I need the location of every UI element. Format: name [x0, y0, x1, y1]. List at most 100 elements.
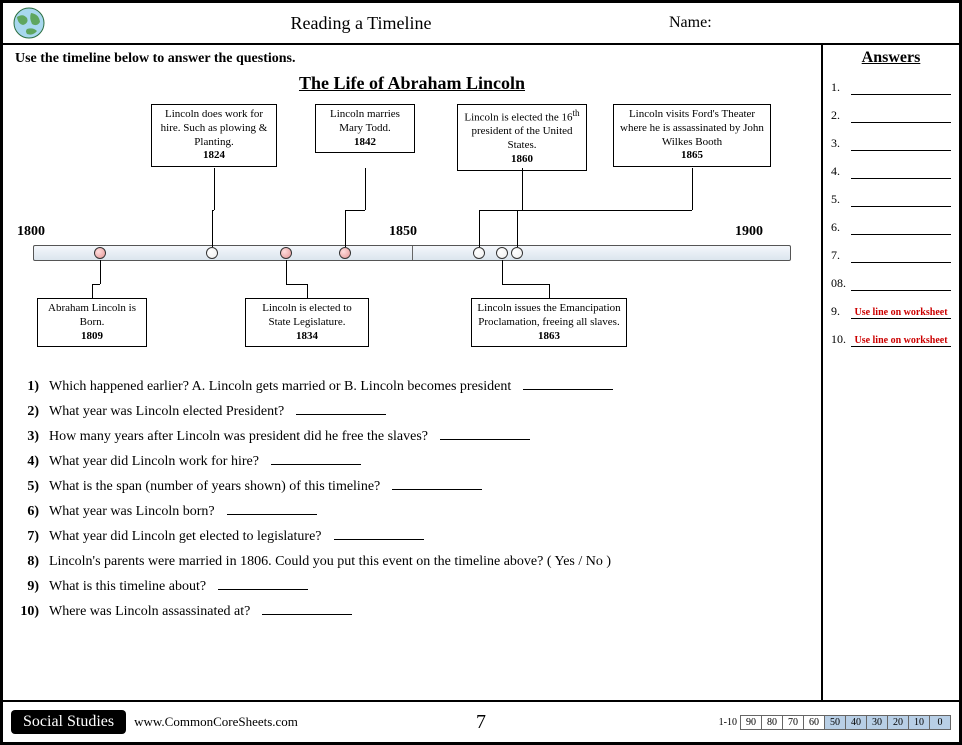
timeline-dot	[94, 247, 106, 259]
question-number: 3)	[15, 429, 49, 445]
questions-list: 1)Which happened earlier? A. Lincoln get…	[15, 379, 809, 620]
timeline-dot	[206, 247, 218, 259]
answer-blank[interactable]	[296, 414, 386, 415]
event-box: Lincoln is elected to State Legislature.…	[245, 298, 369, 347]
question-row: 9)What is this timeline about?	[15, 579, 809, 595]
answers-column: Answers 1.2.3.4.5.6.7.08.9.Use line on w…	[821, 45, 959, 700]
timeline-diagram: 180018501900Lincoln does work for hire. …	[15, 100, 809, 370]
answer-blank[interactable]	[440, 439, 530, 440]
question-number: 4)	[15, 454, 49, 470]
question-text: What year did Lincoln work for hire?	[49, 454, 809, 470]
answer-blank[interactable]	[262, 614, 352, 615]
question-number: 10)	[15, 604, 49, 620]
score-cell: 30	[866, 715, 888, 730]
instruction-text: Use the timeline below to answer the que…	[15, 51, 809, 67]
score-cell: 20	[887, 715, 909, 730]
question-row: 3)How many years after Lincoln was presi…	[15, 429, 809, 445]
question-number: 8)	[15, 554, 49, 570]
axis-label: 1800	[17, 224, 45, 240]
question-text: What year was Lincoln born?	[49, 504, 809, 520]
question-text: What is the span (number of years shown)…	[49, 479, 809, 495]
event-box: Abraham Lincoln is Born.1809	[37, 298, 147, 347]
answer-row: 08.	[831, 276, 951, 291]
question-row: 2)What year was Lincoln elected Presiden…	[15, 404, 809, 420]
answer-line[interactable]	[851, 249, 951, 263]
timeline-dot	[339, 247, 351, 259]
answer-blank[interactable]	[392, 489, 482, 490]
answer-number: 10.	[831, 332, 851, 347]
timeline-bar	[33, 245, 791, 261]
question-text: How many years after Lincoln was preside…	[49, 429, 809, 445]
question-row: 8)Lincoln's parents were married in 1806…	[15, 554, 809, 570]
timeline-dot	[511, 247, 523, 259]
answer-line[interactable]	[851, 221, 951, 235]
answer-blank[interactable]	[334, 539, 424, 540]
answer-number: 4.	[831, 164, 851, 179]
question-row: 1)Which happened earlier? A. Lincoln get…	[15, 379, 809, 395]
answer-blank[interactable]	[227, 514, 317, 515]
header: Reading a Timeline Name:	[3, 3, 959, 45]
event-box: Lincoln issues the Emancipation Proclama…	[471, 298, 627, 347]
answer-number: 9.	[831, 304, 851, 319]
question-text: Lincoln's parents were married in 1806. …	[49, 554, 809, 570]
answer-number: 3.	[831, 136, 851, 151]
page-number: 7	[476, 711, 486, 734]
answer-line[interactable]	[851, 165, 951, 179]
question-number: 6)	[15, 504, 49, 520]
content: Use the timeline below to answer the que…	[3, 45, 959, 700]
answer-number: 1.	[831, 80, 851, 95]
score-cell: 60	[803, 715, 825, 730]
answer-row: 6.	[831, 220, 951, 235]
timeline-title: The Life of Abraham Lincoln	[15, 73, 809, 94]
timeline-midpoint	[412, 246, 413, 260]
answer-blank[interactable]	[523, 389, 613, 390]
score-cell: 50	[824, 715, 846, 730]
question-row: 10)Where was Lincoln assassinated at?	[15, 604, 809, 620]
score-cell: 0	[929, 715, 951, 730]
event-box: Lincoln is elected the 16th president of…	[457, 104, 587, 171]
question-number: 7)	[15, 529, 49, 545]
answer-blank[interactable]	[271, 464, 361, 465]
score-cell: 40	[845, 715, 867, 730]
question-row: 6)What year was Lincoln born?	[15, 504, 809, 520]
answer-line[interactable]	[851, 137, 951, 151]
question-number: 1)	[15, 379, 49, 395]
answer-line[interactable]	[851, 277, 951, 291]
answer-number: 08.	[831, 276, 851, 291]
answers-header: Answers	[831, 49, 951, 67]
worksheet-title: Reading a Timeline	[53, 13, 669, 34]
answer-row: 5.	[831, 192, 951, 207]
axis-label: 1850	[389, 224, 417, 240]
answer-row: 4.	[831, 164, 951, 179]
question-number: 2)	[15, 404, 49, 420]
score-label: 1-10	[719, 717, 737, 728]
answer-row: 7.	[831, 248, 951, 263]
event-box: Lincoln visits Ford's Theater where he i…	[613, 104, 771, 167]
answer-line[interactable]	[851, 109, 951, 123]
subject-badge: Social Studies	[11, 710, 126, 734]
timeline-dot	[473, 247, 485, 259]
answer-row: 2.	[831, 108, 951, 123]
question-number: 5)	[15, 479, 49, 495]
score-cell: 90	[740, 715, 762, 730]
answer-blank[interactable]	[218, 589, 308, 590]
event-box: Lincoln does work for hire. Such as plow…	[151, 104, 277, 167]
answer-number: 7.	[831, 248, 851, 263]
answer-line[interactable]	[851, 81, 951, 95]
globe-icon	[13, 7, 45, 39]
question-text: Which happened earlier? A. Lincoln gets …	[49, 379, 809, 395]
question-text: What is this timeline about?	[49, 579, 809, 595]
answer-note: Use line on worksheet	[851, 307, 951, 319]
score-cell: 70	[782, 715, 804, 730]
answer-line[interactable]	[851, 193, 951, 207]
source-url: www.CommonCoreSheets.com	[134, 714, 298, 730]
score-cell: 80	[761, 715, 783, 730]
answer-row: 3.	[831, 136, 951, 151]
question-row: 7)What year did Lincoln get elected to l…	[15, 529, 809, 545]
score-cell: 10	[908, 715, 930, 730]
main-area: Use the timeline below to answer the que…	[3, 45, 821, 700]
answer-note: Use line on worksheet	[851, 335, 951, 347]
answer-row: 10.Use line on worksheet	[831, 332, 951, 347]
answer-number: 5.	[831, 192, 851, 207]
score-grid: 1-10 9080706050403020100	[719, 715, 951, 730]
